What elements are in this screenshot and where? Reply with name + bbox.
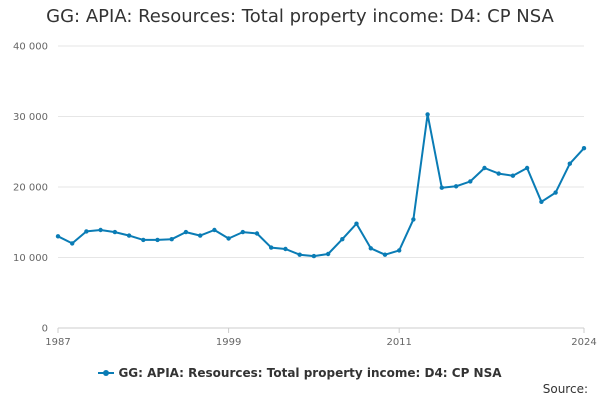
y-tick-label: 30 000: [13, 112, 48, 123]
y-tick-label: 40 000: [13, 42, 48, 53]
data-point: [169, 237, 174, 242]
data-point: [98, 227, 103, 233]
data-point: [141, 237, 146, 243]
data-point: [155, 237, 160, 243]
data-point: [496, 171, 501, 176]
data-point: [226, 236, 231, 241]
series-line: [57, 113, 585, 258]
data-point: [397, 248, 402, 253]
legend[interactable]: GG: APIA: Resources: Total property inco…: [0, 366, 600, 380]
y-tick-label: 0: [42, 324, 48, 335]
legend-series-marker: [98, 369, 115, 376]
data-point: [283, 246, 288, 252]
data-point: [453, 184, 459, 189]
x-tick-label: 1987: [45, 337, 70, 348]
source-label: Source:: [542, 382, 588, 396]
data-point: [311, 253, 317, 259]
data-point: [425, 112, 430, 117]
data-point: [340, 237, 345, 242]
data-point: [553, 190, 558, 195]
data-point: [254, 231, 260, 236]
data-point: [198, 233, 203, 238]
x-tick-label: 2011: [386, 337, 411, 348]
data-point: [126, 233, 132, 238]
data-point: [297, 252, 302, 257]
data-point: [382, 252, 388, 257]
data-point: [70, 241, 75, 246]
data-point: [539, 199, 544, 204]
legend-series-label: GG: APIA: Resources: Total property inco…: [118, 366, 502, 380]
data-point: [325, 251, 331, 257]
chart-title: GG: APIA: Resources: Total property inco…: [46, 6, 554, 27]
x-tick-label: 2024: [571, 337, 596, 348]
data-point: [468, 179, 473, 184]
data-point: [524, 165, 530, 171]
data-point: [240, 229, 245, 235]
data-point: [354, 221, 359, 226]
data-point: [482, 165, 487, 171]
data-point: [84, 229, 89, 234]
data-point: [183, 229, 189, 235]
y-tick-label: 10 000: [13, 253, 48, 264]
data-point: [411, 217, 416, 222]
data-point: [368, 246, 373, 251]
data-point: [269, 245, 274, 250]
data-point: [510, 173, 516, 178]
y-tick-label: 20 000: [13, 183, 48, 194]
x-tick-label: 1999: [216, 337, 241, 348]
data-point: [55, 234, 61, 239]
data-point: [112, 229, 118, 235]
data-point: [439, 185, 444, 190]
data-point: [212, 227, 217, 233]
data-point: [567, 161, 572, 166]
data-point: [581, 146, 587, 151]
